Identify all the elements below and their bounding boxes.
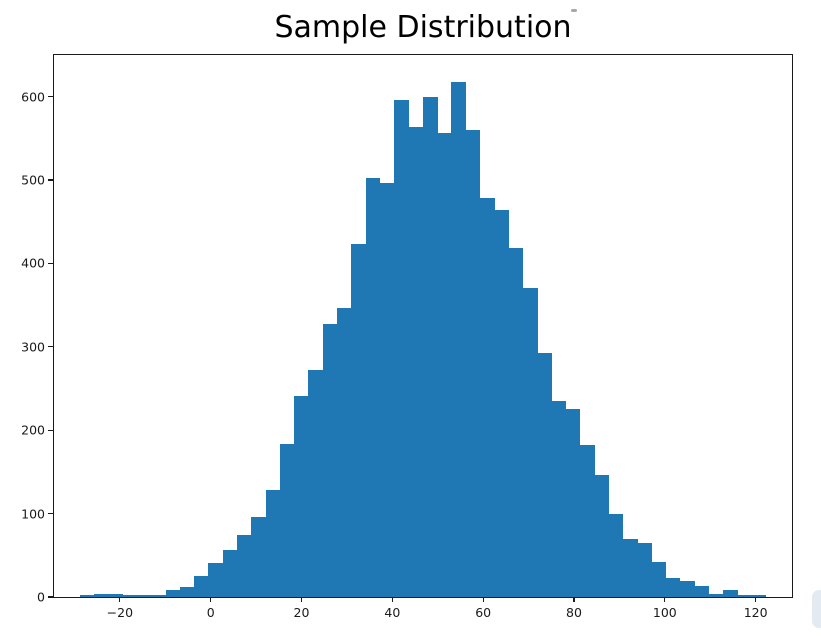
x-tick-mark [573, 597, 575, 602]
histogram-bar [494, 210, 509, 597]
histogram-bar [308, 370, 324, 597]
histogram-bar [94, 593, 109, 597]
x-tick-mark [119, 597, 121, 602]
histogram-bar [122, 594, 138, 597]
x-tick-mark [391, 597, 393, 602]
histogram-bar [251, 516, 267, 597]
histogram-bar [208, 562, 224, 597]
x-tick-mark [755, 597, 757, 602]
histogram-bar [465, 130, 481, 597]
histogram-bar [665, 577, 681, 597]
chart-title: Sample Distribution [274, 10, 572, 45]
y-tick-label: 100 [21, 506, 45, 522]
histogram-bar [351, 244, 367, 597]
y-tick-mark [48, 96, 53, 98]
histogram-bar [651, 561, 667, 597]
histogram-bar [79, 595, 95, 597]
x-tick-label: 20 [293, 605, 310, 620]
y-tick-mark [48, 596, 53, 598]
histogram-bar [594, 475, 610, 597]
histogram-bar [237, 535, 252, 597]
stray-dot-artifact [571, 9, 577, 12]
histogram-bar [422, 96, 438, 597]
y-tick-label: 0 [37, 589, 45, 605]
histogram-bar [379, 182, 395, 597]
plot-area [53, 54, 793, 598]
y-tick-label: 400 [21, 255, 45, 271]
x-tick-label: 60 [475, 605, 492, 620]
x-tick-label: 100 [652, 605, 677, 620]
histogram-bar [751, 595, 767, 597]
y-tick-mark [48, 179, 53, 181]
y-tick-mark [48, 513, 53, 515]
histogram-bar [279, 443, 295, 597]
histogram-bar [394, 100, 409, 597]
histogram-bar [165, 589, 181, 597]
histogram-bar [579, 445, 595, 597]
histogram-bar [194, 576, 209, 597]
y-tick-label: 300 [21, 339, 45, 355]
x-tick-label: 120 [743, 605, 768, 620]
x-tick-mark [210, 597, 212, 602]
histogram-bar [137, 595, 152, 597]
histogram-bar [337, 307, 352, 597]
screen-edge-artifact [812, 590, 821, 628]
histogram-bar [537, 352, 552, 597]
histogram-bar [551, 401, 567, 597]
histogram-bar [222, 550, 238, 597]
bars-layer [54, 55, 792, 597]
y-tick-mark [48, 429, 53, 431]
y-tick-label: 200 [21, 422, 45, 438]
histogram-bar [737, 594, 752, 597]
histogram-bar [322, 324, 338, 597]
histogram-bar [608, 513, 624, 597]
x-tick-label: 0 [206, 605, 215, 620]
histogram-bar [622, 538, 638, 597]
histogram-bar [451, 81, 467, 597]
histogram-bar [722, 590, 738, 597]
histogram-bar [151, 595, 167, 597]
histogram-bar [708, 593, 724, 597]
histogram-bar [365, 177, 381, 597]
histogram-bar [679, 581, 695, 597]
histogram-bar [294, 396, 309, 597]
histogram-bar [437, 133, 452, 597]
histogram-bar [508, 247, 524, 597]
y-tick-mark [48, 346, 53, 348]
x-tick-mark [664, 597, 666, 602]
y-tick-label: 500 [21, 172, 45, 188]
histogram-bar [265, 490, 281, 597]
y-tick-label: 600 [21, 89, 45, 105]
x-tick-mark [482, 597, 484, 602]
histogram-bar [408, 126, 424, 597]
histogram-bar [637, 542, 652, 597]
histogram-bar [565, 408, 581, 597]
x-tick-label: 80 [566, 605, 582, 620]
histogram-bar [179, 587, 195, 597]
histogram-bar [479, 198, 495, 597]
histogram-bar [694, 586, 710, 597]
x-tick-label: −20 [106, 605, 134, 620]
histogram-bar [108, 593, 124, 597]
x-tick-mark [300, 597, 303, 602]
y-tick-mark [48, 262, 53, 265]
histogram-bar [522, 287, 538, 597]
x-tick-label: 40 [384, 605, 401, 620]
